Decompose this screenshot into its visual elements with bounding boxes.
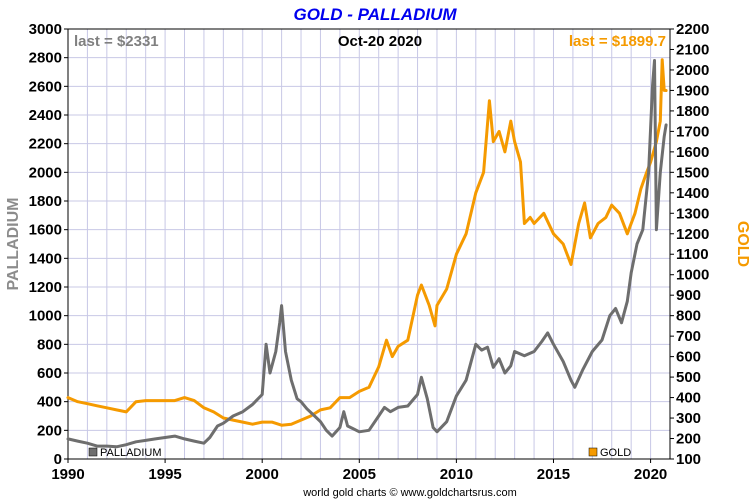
left-tick-label: 600 — [37, 365, 62, 382]
x-tick-label: 2010 — [440, 466, 473, 483]
series-line-palladium — [66, 59, 668, 449]
gold-last-label: last = $1899.7 — [569, 33, 666, 50]
right-tick-label: 1300 — [676, 205, 709, 222]
right-tick-label: 1400 — [676, 185, 709, 202]
plot-frame — [67, 28, 671, 460]
right-tick-label: 800 — [676, 308, 701, 325]
legend-gold-label: GOLD — [600, 447, 631, 459]
right-tick-label: 2200 — [676, 21, 709, 38]
grid — [67, 28, 671, 460]
right-axis-label: GOLD — [734, 221, 750, 267]
x-tick-label: 2005 — [343, 466, 376, 483]
left-axis-ticks: 0 200 400 600 800 1000 1200 1400 1600 1800 2000 220… — [29, 21, 68, 468]
left-tick-label: 3000 — [29, 21, 62, 38]
right-tick-label: 900 — [676, 287, 701, 304]
right-tick-label: 300 — [676, 410, 701, 427]
legend-palladium-swatch — [88, 447, 98, 457]
x-axis-ticks: 1990 1995 2000 2005 2010 2015 2020 — [51, 459, 667, 483]
left-tick-label: 800 — [37, 336, 62, 353]
right-tick-label: 2100 — [676, 41, 709, 58]
x-tick-label: 1995 — [148, 466, 181, 483]
right-axis-ticks: 100 200 300 400 500 600 700 800 900 1000 1100 1200 1… — [670, 21, 709, 468]
right-tick-label: 2000 — [676, 62, 709, 79]
left-tick-label: 1000 — [29, 308, 62, 325]
date-label: Oct-20 2020 — [338, 33, 422, 50]
x-tick-label: 2015 — [537, 466, 570, 483]
right-tick-label: 200 — [676, 431, 701, 448]
right-tick-label: 500 — [676, 369, 701, 386]
credit-text: world gold charts © www.goldchartsrus.co… — [302, 487, 517, 499]
x-tick-label: 2000 — [246, 466, 279, 483]
left-tick-label: 2400 — [29, 107, 62, 124]
right-tick-label: 1500 — [676, 164, 709, 181]
left-tick-label: 1800 — [29, 193, 62, 210]
left-tick-label: 1200 — [29, 279, 62, 296]
left-tick-label: 400 — [37, 394, 62, 411]
left-tick-label: 1400 — [29, 250, 62, 267]
right-tick-label: 1200 — [676, 226, 709, 243]
left-tick-label: 0 — [54, 451, 62, 468]
left-tick-label: 2800 — [29, 50, 62, 67]
right-tick-label: 600 — [676, 349, 701, 366]
legend-palladium-label: PALLADIUM — [100, 447, 162, 459]
left-tick-label: 2600 — [29, 78, 62, 95]
right-tick-label: 1000 — [676, 267, 709, 284]
left-tick-label: 200 — [37, 422, 62, 439]
series-layer — [66, 58, 668, 449]
right-tick-label: 1100 — [676, 246, 709, 263]
right-tick-label: 1900 — [676, 82, 709, 99]
right-tick-label: 100 — [676, 451, 701, 468]
x-tick-label: 2020 — [634, 466, 667, 483]
legend-gold: GOLD — [588, 447, 631, 459]
legend-gold-swatch — [588, 447, 598, 457]
x-tick-label: 1990 — [51, 466, 84, 483]
right-tick-label: 1800 — [676, 103, 709, 120]
series-line-gold — [66, 58, 668, 427]
legend-palladium: PALLADIUM — [88, 447, 162, 459]
right-tick-label: 1700 — [676, 123, 709, 140]
right-tick-label: 700 — [676, 328, 701, 345]
left-axis-label: PALLADIUM — [5, 197, 22, 290]
palladium-last-label: last = $2331 — [74, 33, 159, 50]
right-tick-label: 1600 — [676, 144, 709, 161]
chart-title: GOLD - PALLADIUM — [293, 5, 457, 24]
right-tick-label: 400 — [676, 390, 701, 407]
left-tick-label: 1600 — [29, 222, 62, 239]
left-tick-label: 2200 — [29, 136, 62, 153]
left-tick-label: 2000 — [29, 164, 62, 181]
